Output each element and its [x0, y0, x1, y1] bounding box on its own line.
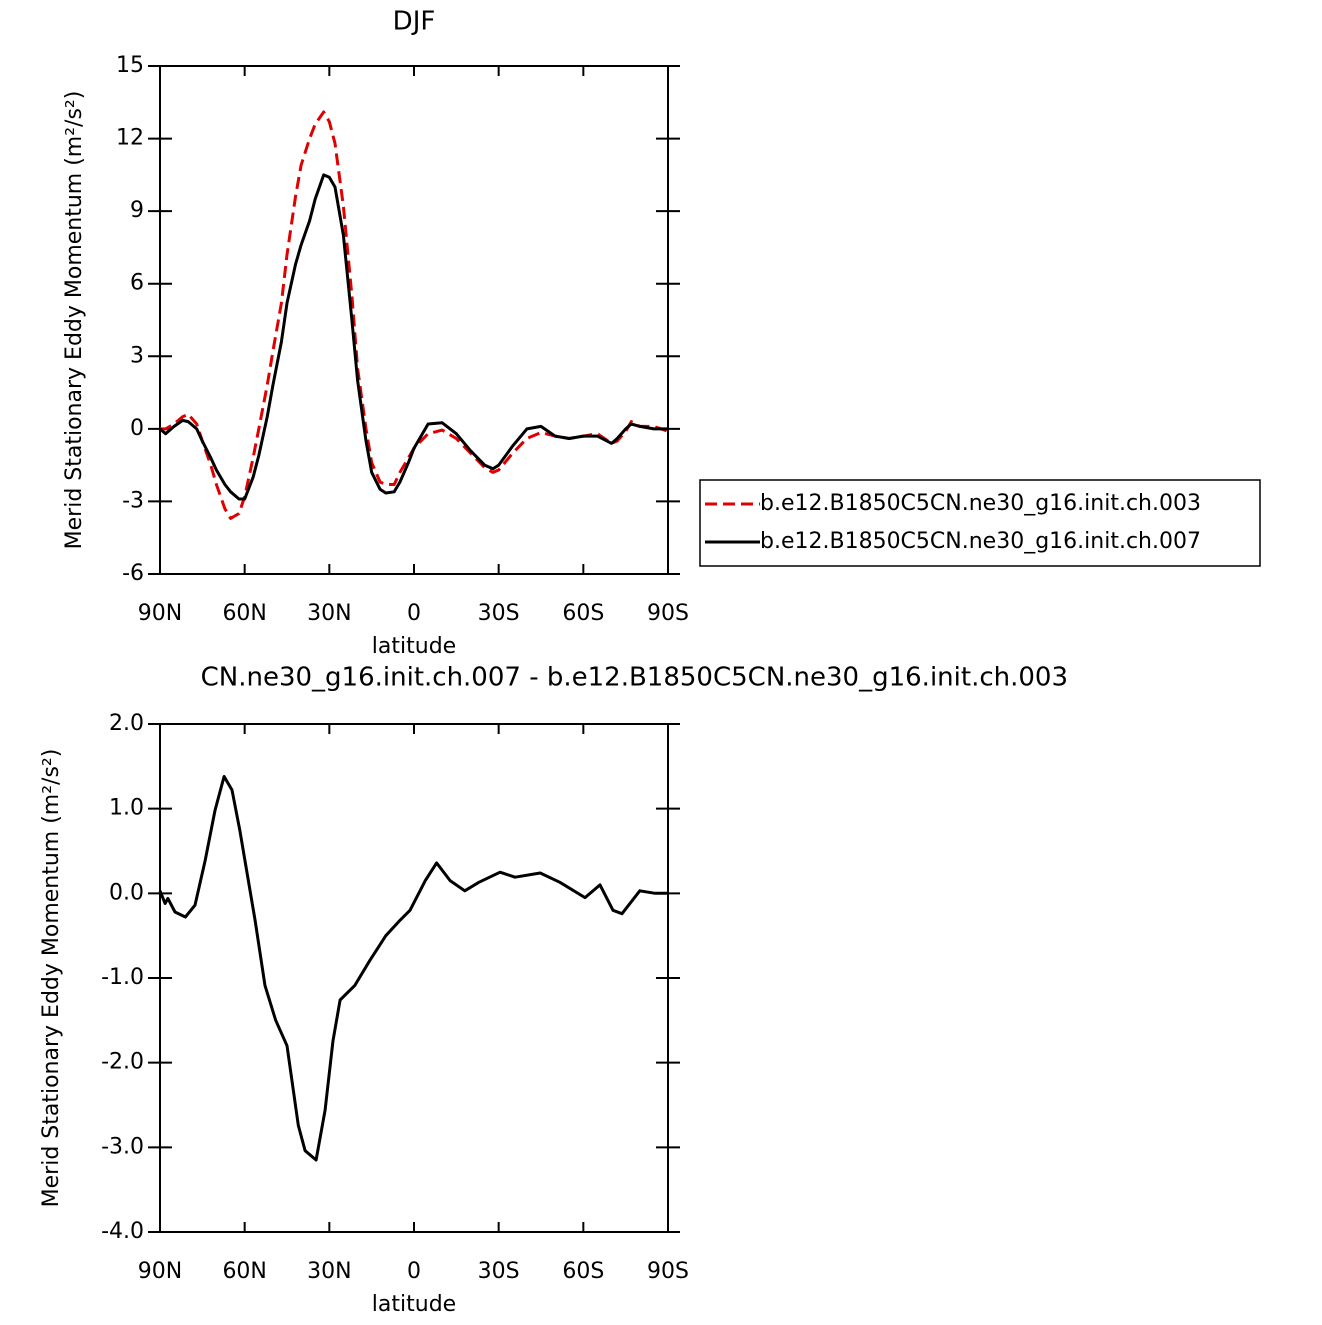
plot-frame: [159, 723, 669, 1233]
series-line: [160, 110, 669, 520]
legend-label: b.e12.B1850C5CN.ne30_g16.init.ch.003: [760, 491, 1201, 516]
x-tick-label: 60N: [222, 601, 266, 626]
y-tick-label: 6: [130, 271, 144, 296]
legend-box: [699, 479, 1261, 567]
y-tick-label: -3.0: [101, 1134, 144, 1159]
y-tick-label: 2.0: [109, 711, 144, 736]
x-tick-label: 60S: [562, 1259, 604, 1284]
y-tick-label: 1.0: [109, 796, 144, 821]
legend-label: b.e12.B1850C5CN.ne30_g16.init.ch.007: [760, 529, 1201, 554]
y-tick-label: 0.0: [109, 880, 144, 905]
x-axis-label: latitude: [372, 1292, 456, 1317]
y-tick-label: 3: [130, 343, 144, 368]
y-axis-label: Merid Stationary Eddy Momentum (m²/s²): [62, 91, 87, 550]
y-tick-label: -2.0: [101, 1050, 144, 1075]
series-line: [159, 173, 668, 501]
x-tick-label: 30N: [307, 1259, 351, 1284]
y-tick-label: -1.0: [101, 965, 144, 990]
chart-title: DJF: [393, 7, 436, 37]
x-tick-label: 0: [407, 1259, 421, 1284]
x-tick-label: 90N: [138, 1259, 182, 1284]
chart-title: CN.ne30_g16.init.ch.007 - b.e12.B1850C5C…: [201, 663, 1068, 693]
y-tick-label: 12: [116, 126, 144, 151]
y-tick-label: 9: [130, 198, 144, 223]
x-tick-label: 30S: [478, 601, 520, 626]
x-tick-label: 90S: [647, 601, 689, 626]
y-axis-label: Merid Stationary Eddy Momentum (m²/s²): [39, 749, 64, 1208]
y-tick-label: 0: [130, 416, 144, 441]
x-tick-label: 0: [407, 601, 421, 626]
y-tick-label: 15: [116, 53, 144, 78]
x-tick-label: 30S: [478, 1259, 520, 1284]
y-tick-label: -3: [122, 488, 144, 513]
x-tick-label: 60N: [222, 1259, 266, 1284]
series-line: [158, 775, 668, 1162]
y-tick-label: -6: [122, 561, 144, 586]
x-tick-label: 90N: [138, 601, 182, 626]
x-tick-label: 90S: [647, 1259, 689, 1284]
x-tick-label: 30N: [307, 601, 351, 626]
x-axis-label: latitude: [372, 634, 456, 659]
x-tick-label: 60S: [562, 601, 604, 626]
y-tick-label: -4.0: [101, 1219, 144, 1244]
